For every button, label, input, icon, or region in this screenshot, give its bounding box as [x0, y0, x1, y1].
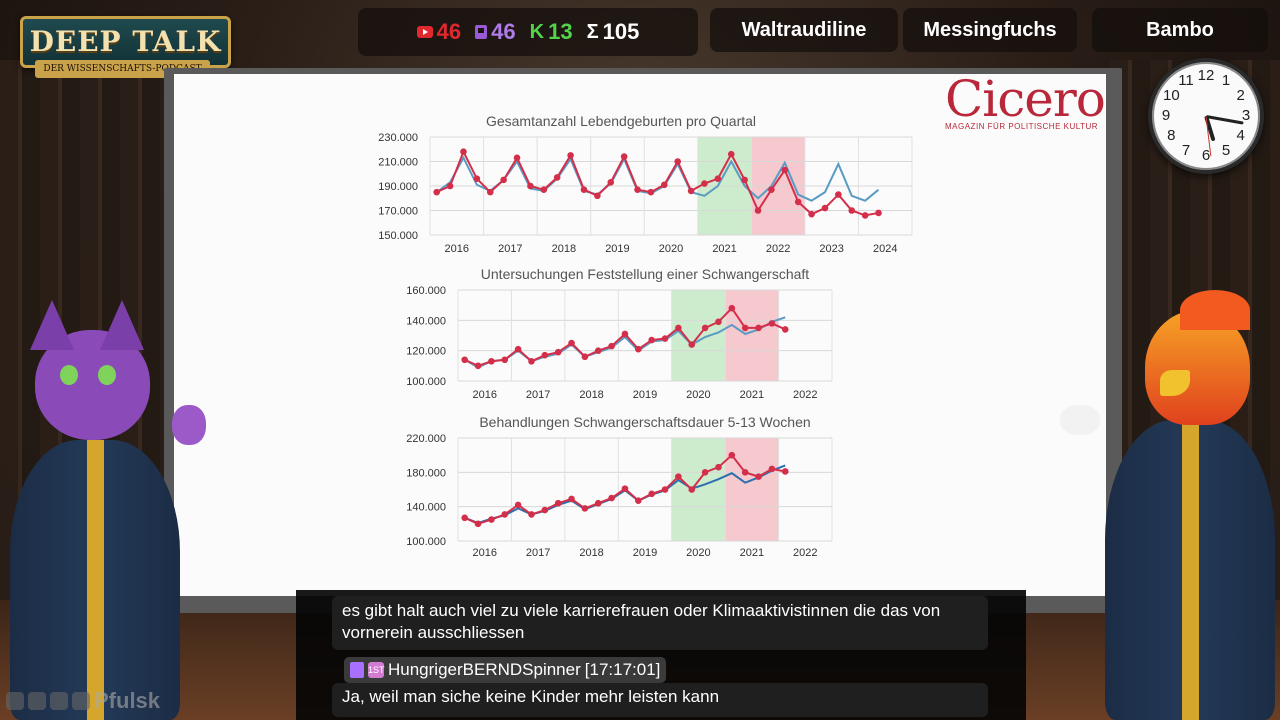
chat-message-2: Ja, weil man siche keine Kinder mehr lei… [332, 683, 988, 717]
host-name-bambo: Bambo [1092, 8, 1268, 52]
telegram-icon [72, 692, 90, 710]
cat-hand [172, 405, 206, 445]
viewer-stats-bar: 46 46 K 13 Σ 105 [358, 8, 698, 56]
youtube-count-value: 46 [436, 19, 462, 44]
youtube-count: 46 [416, 19, 462, 45]
chat-overlay: es gibt halt auch viel zu viele karriere… [296, 590, 1026, 720]
chat-message-2-text: Ja, weil man siche keine Kinder mehr lei… [342, 687, 720, 706]
phoenix-hand [1060, 405, 1100, 435]
youtube-icon [416, 26, 433, 38]
whiteboard [174, 74, 1106, 596]
chat-timestamp: [17:17:01] [584, 660, 661, 679]
clock-number: 9 [1161, 107, 1171, 124]
chat-username: HungrigerBERNDSpinner [388, 660, 581, 679]
clock-number: 2 [1236, 87, 1245, 104]
total-count-value: 105 [602, 19, 640, 44]
chat-message-1: es gibt halt auch viel zu viele karriere… [332, 596, 988, 650]
bottom-left-socials: Pfulsk [6, 688, 160, 714]
clock-number: 5 [1221, 141, 1231, 159]
cat-eye-right [98, 365, 116, 385]
twitch-badge-icon [350, 662, 364, 678]
twitch-icon [475, 25, 488, 39]
social-handle: Pfulsk [94, 688, 161, 713]
clock-number: 3 [1241, 107, 1251, 124]
clock-number: 4 [1236, 127, 1245, 144]
clock-number: 8 [1167, 127, 1176, 144]
first-chatter-badge: 1ST [368, 662, 385, 678]
kick-count: K 13 [530, 19, 573, 45]
chat-message-1-text: es gibt halt auch viel zu viele karriere… [342, 601, 941, 642]
twitch-count-value: 46 [491, 19, 516, 44]
cicero-name: Cicero [945, 70, 1106, 128]
wall-clock: 12 1 2 3 4 5 6 7 8 9 10 11 [1148, 58, 1264, 174]
cat-character [0, 300, 220, 720]
host-name-waltraudiline: Waltraudiline [710, 8, 898, 52]
logo-title: DEEP TALK [29, 25, 222, 58]
kick-icon: K [529, 20, 545, 43]
chat-message-2-header: 1ST HungrigerBERNDSpinner [17:17:01] [344, 657, 667, 683]
clock-number: 12 [1197, 67, 1215, 84]
total-count: Σ 105 [587, 19, 640, 45]
phoenix-character [1050, 290, 1280, 720]
cat-ear-right [100, 300, 144, 350]
twitch-count: 46 [475, 19, 516, 45]
phoenix-robe [1105, 420, 1275, 720]
cat-robe [10, 440, 180, 720]
kick-count-value: 13 [548, 19, 573, 44]
clock-number: 1 [1221, 72, 1231, 90]
clock-number: 11 [1178, 72, 1194, 90]
cicero-logo: Cicero MAGAZIN FÜR POLITISCHE KULTUR [945, 70, 1106, 131]
cicero-tagline: MAGAZIN FÜR POLITISCHE KULTUR [945, 122, 1099, 131]
cat-eye-left [60, 365, 78, 385]
host-name-messingfuchs: Messingfuchs [903, 8, 1077, 52]
kick-logo-icon [6, 692, 24, 710]
x-logo-icon [50, 692, 68, 710]
deep-talk-logo: DEEP TALK DER WISSENSCHAFTS-PODCAST [10, 8, 235, 78]
phoenix-crest [1180, 290, 1250, 330]
sum-icon: Σ [586, 20, 599, 43]
clock-number: 10 [1163, 87, 1180, 104]
clock-number: 7 [1181, 141, 1191, 159]
youtube-logo-icon [28, 692, 46, 710]
cat-ear-left [30, 300, 74, 350]
clock-number: 6 [1201, 147, 1211, 164]
